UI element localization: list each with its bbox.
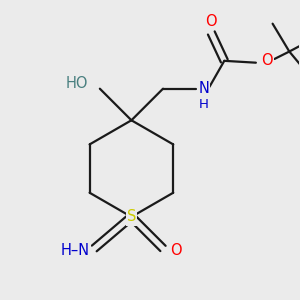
- Text: N: N: [198, 81, 209, 96]
- Text: H–N: H–N: [60, 243, 89, 258]
- Text: O: O: [261, 53, 273, 68]
- Text: O: O: [206, 14, 217, 29]
- Text: O: O: [170, 243, 182, 258]
- Text: HO: HO: [66, 76, 88, 91]
- Text: H: H: [199, 98, 209, 111]
- Text: S: S: [127, 209, 136, 224]
